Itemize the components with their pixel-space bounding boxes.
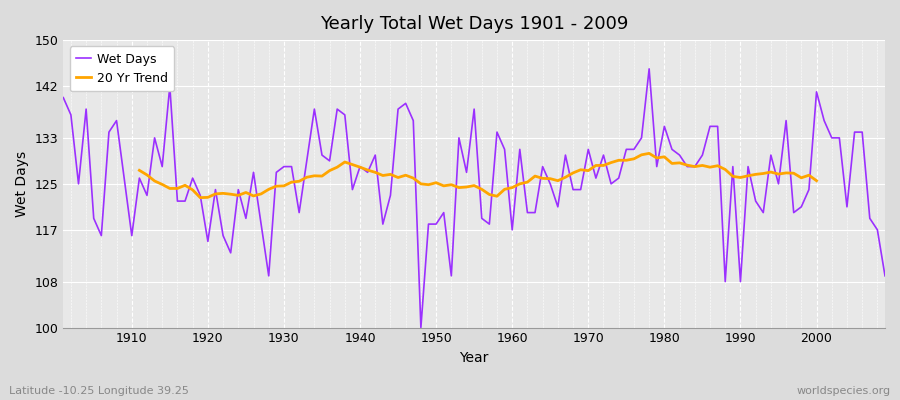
Wet Days xyxy=(416,325,427,330)
20 Yr Trend xyxy=(796,176,806,180)
Wet Days xyxy=(332,107,343,112)
Legend: Wet Days, 20 Yr Trend: Wet Days, 20 Yr Trend xyxy=(69,46,175,91)
20 Yr Trend xyxy=(233,193,244,198)
Title: Yearly Total Wet Days 1901 - 2009: Yearly Total Wet Days 1901 - 2009 xyxy=(320,15,628,33)
20 Yr Trend xyxy=(712,163,723,168)
Wet Days xyxy=(515,147,526,152)
Wet Days xyxy=(644,66,654,71)
20 Yr Trend xyxy=(811,178,822,183)
Wet Days xyxy=(606,182,616,186)
20 Yr Trend xyxy=(727,174,738,179)
Wet Days xyxy=(119,176,130,180)
Wet Days xyxy=(58,95,68,100)
20 Yr Trend xyxy=(194,195,205,200)
Y-axis label: Wet Days: Wet Days xyxy=(15,151,29,217)
20 Yr Trend xyxy=(347,162,358,167)
Line: Wet Days: Wet Days xyxy=(63,69,885,328)
Wet Days xyxy=(286,164,297,169)
X-axis label: Year: Year xyxy=(460,351,489,365)
Wet Days xyxy=(879,274,890,278)
20 Yr Trend xyxy=(134,168,145,173)
20 Yr Trend xyxy=(613,158,624,163)
Wet Days xyxy=(507,228,517,232)
Text: Latitude -10.25 Longitude 39.25: Latitude -10.25 Longitude 39.25 xyxy=(9,386,189,396)
Line: 20 Yr Trend: 20 Yr Trend xyxy=(140,153,816,198)
20 Yr Trend xyxy=(644,151,654,156)
Text: worldspecies.org: worldspecies.org xyxy=(796,386,891,396)
